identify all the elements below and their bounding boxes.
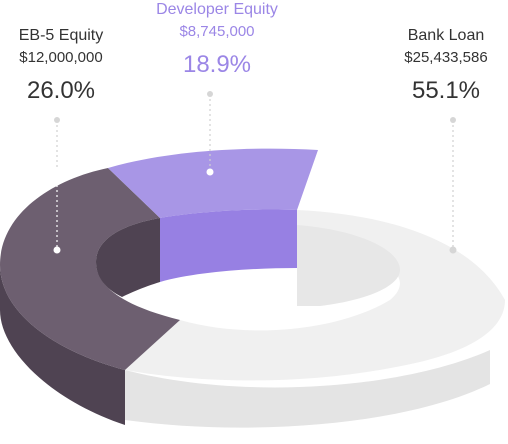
leader-dot-developer-top [207,91,213,97]
leader-dot-developer-bottom [206,168,214,176]
slice-name-eb5: EB-5 Equity [18,27,104,44]
slice-developer-inner [160,209,297,282]
slice-amount-bank: $25,433,586 [404,49,488,66]
slice-label-developer: Developer Equity $8,745,000 18.9% [134,0,300,80]
slice-bank-loan-top [125,210,505,381]
leader-dot-bank-top [450,117,456,123]
slice-amount-eb5: $12,000,000 [19,49,103,66]
slice-percent-developer: 18.9% [182,51,252,78]
slice-eb5-inner [96,218,160,297]
slice-percent-bank: 55.1% [411,77,481,104]
slice-label-eb5: EB-5 Equity $12,000,000 26.0% [0,26,122,106]
slice-label-bank: Bank Loan $25,433,586 55.1% [384,26,508,106]
slice-developer-top [108,148,318,218]
leader-dot-eb5-bottom [53,246,61,254]
slice-bank-loan-inner [297,225,400,306]
slice-eb5-top [0,168,180,370]
leader-dot-bank-bottom [449,246,457,254]
slice-bank-loan-side [125,350,490,428]
slice-name-developer: Developer Equity [156,1,278,18]
slice-name-bank: Bank Loan [407,27,485,44]
slice-percent-eb5: 26.0% [26,77,96,104]
leader-dot-eb5-top [54,117,60,123]
slice-amount-developer: $8,745,000 [179,23,255,40]
slice-eb5-side [0,265,125,425]
